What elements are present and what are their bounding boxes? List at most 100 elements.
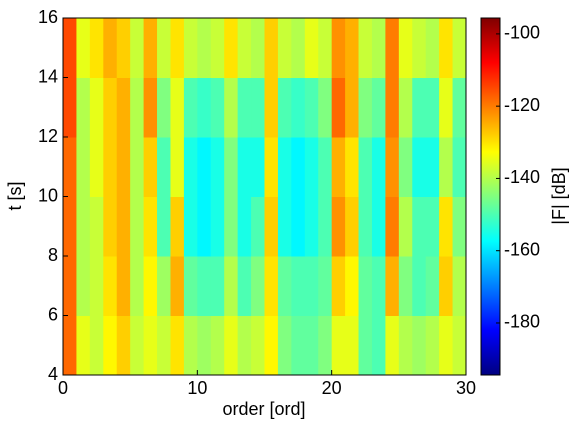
heatmap-cell — [103, 77, 118, 138]
heatmap-cell — [89, 315, 104, 376]
heatmap-cell — [345, 315, 360, 376]
heatmap-cell — [291, 18, 306, 78]
heatmap-cell — [412, 315, 427, 376]
heatmap-cell — [304, 137, 319, 197]
heatmap-cell — [425, 256, 440, 316]
heatmap-cell — [291, 77, 306, 138]
heatmap-cell — [371, 77, 386, 138]
colorbar-tick-label: -180 — [504, 312, 540, 332]
heatmap-cell — [76, 137, 91, 197]
x-tick-label: 10 — [187, 378, 207, 398]
heatmap-cell — [183, 18, 198, 78]
y-tick-label: 6 — [48, 304, 58, 324]
x-axis-label: order [ord] — [222, 399, 305, 419]
heatmap-cell — [358, 315, 373, 376]
heatmap-cell — [264, 196, 279, 257]
heatmap-cell — [63, 315, 77, 376]
heatmap-cell — [331, 18, 346, 78]
heatmap-cell — [89, 256, 104, 316]
heatmap-cell — [197, 196, 212, 257]
heatmap-cell — [157, 18, 171, 78]
heatmap-cell — [385, 137, 400, 197]
heatmap-cell — [157, 256, 171, 316]
heatmap-cell — [304, 18, 319, 78]
heatmap-cell — [130, 256, 145, 316]
heatmap-cell — [63, 196, 77, 257]
heatmap-cell — [291, 137, 306, 197]
heatmap-cell — [439, 137, 454, 197]
heatmap-cell — [197, 137, 212, 197]
heatmap-cell — [183, 315, 198, 376]
heatmap-cell — [130, 315, 145, 376]
heatmap-cell — [371, 137, 386, 197]
heatmap-cell — [183, 77, 198, 138]
heatmap-cell — [398, 315, 413, 376]
heatmap-cell — [89, 137, 104, 197]
heatmap-cell — [197, 18, 212, 78]
heatmap-cell — [385, 196, 400, 257]
heatmap-cell — [76, 18, 91, 78]
heatmap-cell — [210, 196, 225, 257]
heatmap-cell — [264, 77, 279, 138]
heatmap-cell — [358, 137, 373, 197]
heatmap-cell — [116, 137, 131, 197]
heatmap-cell — [251, 256, 265, 316]
colorbar-label: |F| [dB] — [549, 167, 569, 224]
heatmap-cell — [170, 256, 185, 316]
y-axis-label: t [s] — [5, 181, 25, 210]
heatmap-cell — [385, 256, 400, 316]
heatmap-cell — [425, 196, 440, 257]
heatmap-cell — [237, 77, 252, 138]
heatmap-cell — [157, 315, 171, 376]
heatmap-cell — [170, 196, 185, 257]
heatmap-cell — [143, 196, 158, 257]
heatmap-cell — [452, 137, 467, 197]
heatmap-cell — [452, 196, 467, 257]
heatmap-cell — [224, 137, 239, 197]
heatmap-cell — [210, 137, 225, 197]
heatmap-cell — [371, 256, 386, 316]
heatmap-cell — [277, 77, 292, 138]
heatmap-cell — [103, 315, 118, 376]
heatmap-cell — [277, 196, 292, 257]
heatmap-cell — [277, 18, 292, 78]
heatmap-cell — [103, 256, 118, 316]
heatmap-cell — [385, 315, 400, 376]
heatmap-cell — [116, 18, 131, 78]
y-tick-label: 12 — [38, 126, 58, 146]
heatmap-cell — [452, 77, 467, 138]
colorbar-tick-label: -120 — [504, 95, 540, 115]
heatmap-cell — [425, 315, 440, 376]
heatmap-cell — [264, 256, 279, 316]
heatmap-cell — [224, 196, 239, 257]
heatmap-cell — [89, 196, 104, 257]
heatmap-cell — [210, 256, 225, 316]
heatmap-cell — [452, 256, 467, 316]
heatmap-cell — [412, 196, 427, 257]
heatmap-cell — [183, 196, 198, 257]
heatmap-cell — [143, 18, 158, 78]
heatmap-cell — [197, 256, 212, 316]
heatmap-cell — [63, 137, 77, 197]
y-tick-label: 16 — [38, 7, 58, 27]
heatmap-cell — [183, 137, 198, 197]
heatmap-cell — [452, 18, 467, 78]
heatmap-cell — [345, 196, 360, 257]
heatmap-cell — [237, 315, 252, 376]
heatmap-cell — [103, 137, 118, 197]
heatmap-cell — [237, 18, 252, 78]
heatmap-cell — [345, 77, 360, 138]
heatmap-cell — [237, 256, 252, 316]
heatmap-cell — [224, 315, 239, 376]
y-tick-label: 10 — [38, 185, 58, 205]
heatmap-cell — [197, 77, 212, 138]
heatmap-cell — [439, 196, 454, 257]
heatmap-cell — [157, 137, 171, 197]
heatmap-cell — [251, 196, 265, 257]
heatmap-cell — [251, 18, 265, 78]
heatmap-cell — [63, 256, 77, 316]
colorbar-tick-label: -160 — [504, 239, 540, 259]
heatmap-cell — [116, 77, 131, 138]
